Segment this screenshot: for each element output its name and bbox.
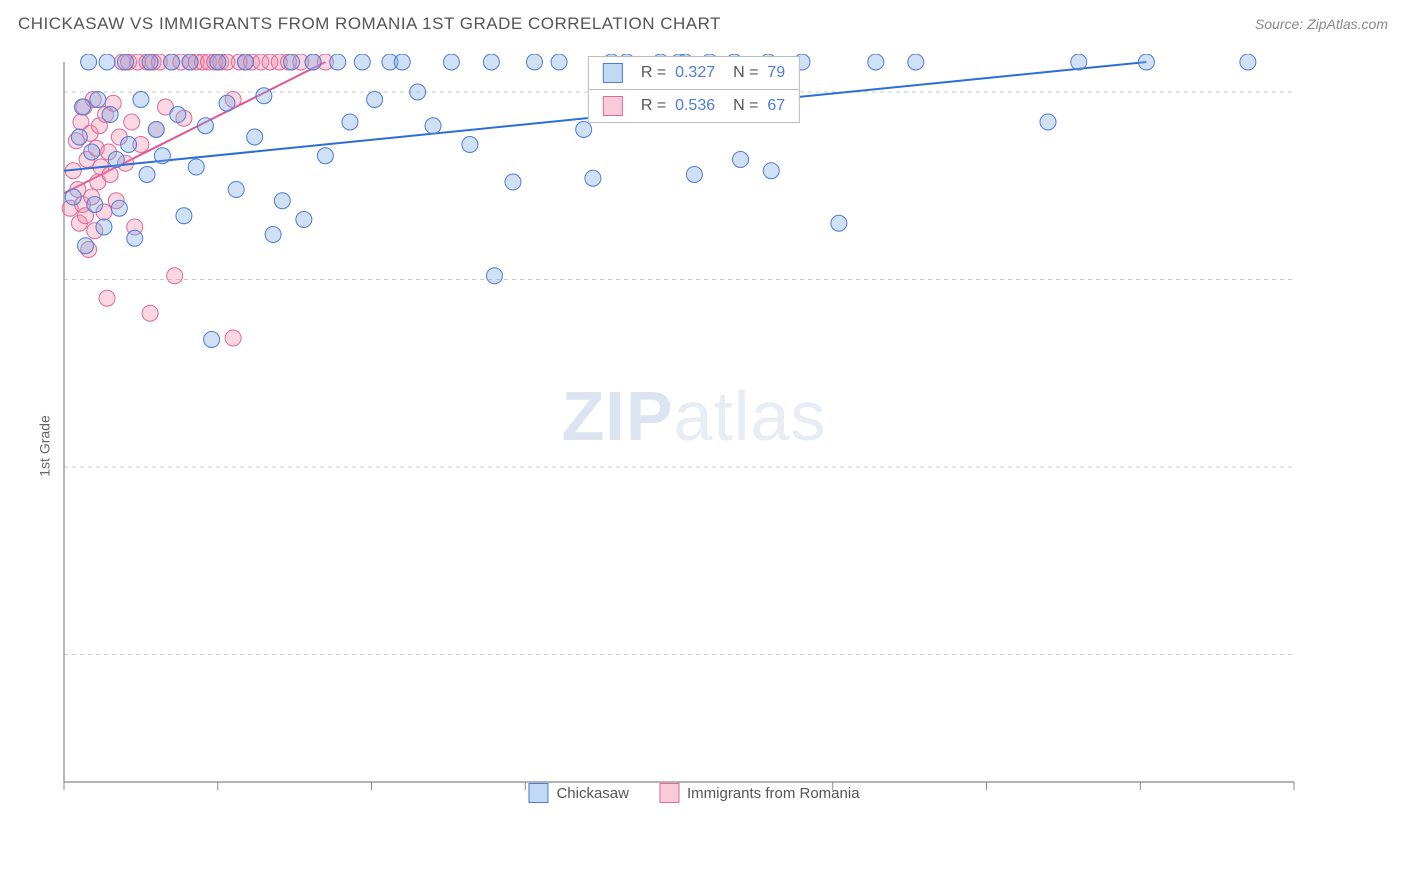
y-axis-label: 1st Grade [37,415,53,476]
legend-label: Immigrants from Romania [687,785,860,802]
chart-area: ZIPatlas 92.5%95.0%97.5%100.0% R = 0.327… [54,54,1334,809]
legend-swatch-blue [528,783,548,803]
header: CHICKASAW VS IMMIGRANTS FROM ROMANIA 1ST… [0,0,1406,44]
chart-title: CHICKASAW VS IMMIGRANTS FROM ROMANIA 1ST… [18,14,721,34]
source-label: Source: ZipAtlas.com [1255,16,1388,32]
series-legend: Chickasaw Immigrants from Romania [528,783,859,803]
legend-row: R = 0.327 N = 79 [589,57,799,90]
legend-label: Chickasaw [556,785,629,802]
legend-row: R = 0.536 N = 67 [589,90,799,122]
scatter-chart: 92.5%95.0%97.5%100.0% [54,54,1334,809]
legend-swatch-blue [603,63,623,83]
legend-swatch-pink [603,96,623,116]
legend-item: Immigrants from Romania [659,783,860,803]
legend-item: Chickasaw [528,783,629,803]
correlation-legend: R = 0.327 N = 79 R = 0.536 N = 67 [588,56,800,123]
legend-swatch-pink [659,783,679,803]
